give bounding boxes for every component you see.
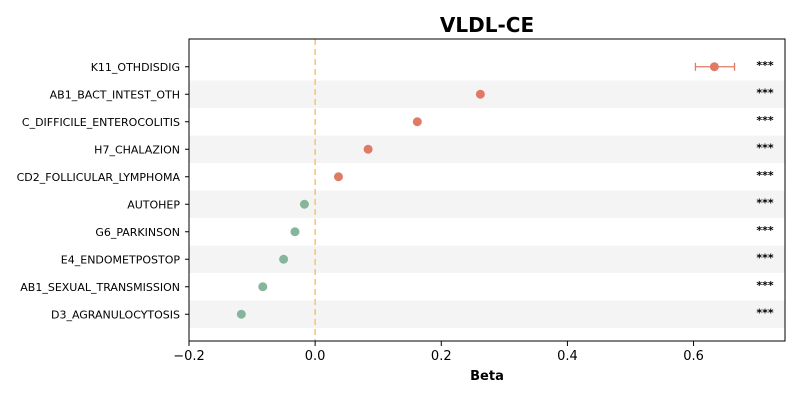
x-tick-label: 0.4: [557, 349, 578, 364]
y-tick-label: AB1_BACT_INTEST_OTH: [50, 88, 180, 101]
data-point: [475, 89, 485, 99]
row-band: [189, 135, 785, 163]
y-tick-label: AUTOHEP: [127, 198, 180, 211]
y-tick-label: AB1_SEXUAL_TRANSMISSION: [20, 281, 180, 294]
chart-title: VLDL-CE: [440, 13, 534, 37]
significance-label: ***: [756, 169, 774, 182]
significance-label: ***: [756, 141, 774, 154]
y-tick-label: H7_CHALAZION: [94, 143, 180, 156]
significance-label: ***: [756, 224, 774, 237]
y-tick-label: C_DIFFICILE_ENTEROCOLITIS: [22, 116, 180, 129]
y-axis-labels: K11_OTHDISDIG AB1_BACT_INTEST_OTH C_DIFFIC…: [17, 61, 189, 321]
data-point: [279, 254, 289, 264]
data-point: [363, 144, 373, 154]
x-axis-ticks: −0.2 0.0 0.2 0.4 0.6: [173, 341, 704, 364]
x-tick-label: 0.2: [431, 349, 452, 364]
significance-label: ***: [756, 59, 774, 72]
significance-label: ***: [756, 251, 774, 264]
data-point: [333, 172, 343, 182]
significance-label: ***: [756, 279, 774, 292]
x-tick-label: 0.6: [683, 349, 704, 364]
significance-label: ***: [756, 306, 774, 319]
significance-label: ***: [756, 86, 774, 99]
significance-labels: *** *** *** *** *** *** *** *** *** ***: [756, 59, 774, 320]
plot-frame: [188, 38, 786, 342]
data-point: [236, 309, 246, 319]
data-points: [236, 62, 736, 319]
y-tick-label: K11_OTHDISDIG: [91, 61, 180, 74]
data-point: [709, 62, 719, 72]
x-tick-label: 0.0: [305, 349, 326, 364]
significance-label: ***: [756, 114, 774, 127]
significance-label: ***: [756, 196, 774, 209]
row-band: [189, 80, 785, 108]
data-point: [290, 227, 300, 237]
x-axis-label: Beta: [470, 369, 504, 384]
y-tick-label: D3_AGRANULOCYTOSIS: [51, 308, 180, 321]
row-band: [189, 300, 785, 328]
data-point: [412, 117, 422, 127]
data-point: [258, 282, 268, 292]
row-bands: [189, 80, 785, 328]
y-tick-label: CD2_FOLLICULAR_LYMPHOMA: [17, 171, 181, 184]
data-point: [299, 199, 309, 209]
row-band: [189, 245, 785, 273]
y-tick-label: G6_PARKINSON: [95, 226, 180, 239]
y-tick-label: E4_ENDOMETPOSTOP: [61, 253, 181, 266]
row-band: [189, 190, 785, 218]
x-tick-label: −0.2: [173, 349, 205, 364]
